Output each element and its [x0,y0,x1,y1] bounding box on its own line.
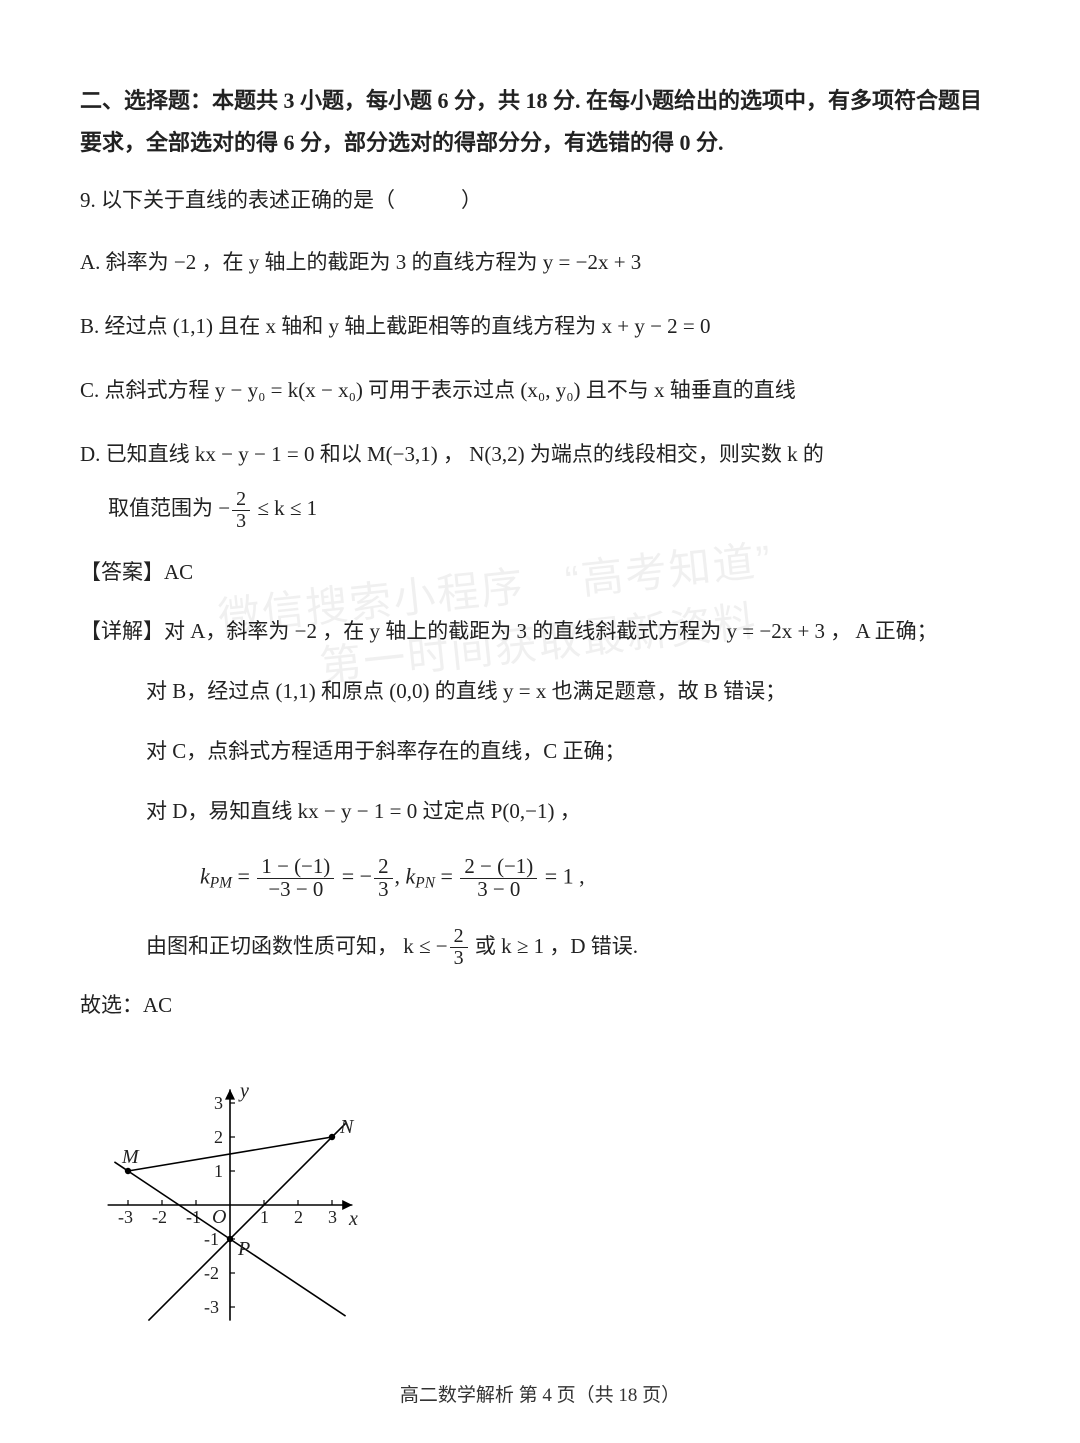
svg-text:-1: -1 [204,1229,219,1249]
answer-label: 【答案】 [80,560,164,584]
kpm-val-num: 2 [374,856,392,879]
kpm-num: 1 − (−1) [257,856,334,879]
option-d-frac-den: 3 [232,511,250,532]
svg-text:-2: -2 [204,1263,219,1283]
question-text-pre: 以下关于直线的表述正确的是（ [101,188,395,212]
svg-text:3: 3 [328,1207,337,1227]
svg-text:-3: -3 [118,1207,133,1227]
option-a: A. 斜率为 −2 ，在 y 轴上的截距为 3 的直线方程为 y = −2x +… [80,241,1000,283]
explain-b: 对 B，经过点 (1,1) 和原点 (0,0) 的直线 y = x 也满足题意，… [146,670,1000,712]
option-c: C. 点斜式方程 y − y₀ = k(x − x₀) 可用于表示过点 (x₀,… [80,369,1000,411]
svg-text:y: y [238,1080,249,1102]
chart-container: -3-2-1123-3-2-1123xyOMNP [80,1055,1000,1325]
d2-num: 2 [450,926,468,948]
svg-text:P: P [237,1238,250,1260]
explain-d2: 由图和正切函数性质可知， k ≤ −23 或 k ≥ 1 ，D 错误. [146,925,1000,970]
explain-d2-pre: 由图和正切函数性质可知， k ≤ − [146,934,448,958]
explain-label: 【详解】 [80,619,164,643]
svg-text:O: O [212,1206,226,1228]
explain-a: 【详解】对 A，斜率为 −2 ，在 y 轴上的截距为 3 的直线斜截式方程为 y… [80,610,1000,652]
d2-den: 3 [450,948,468,969]
kpm-val-den: 3 [374,879,392,901]
question-number: 9. [80,188,96,212]
svg-text:N: N [339,1116,355,1138]
svg-text:-3: -3 [204,1297,219,1317]
answer-value: AC [164,560,193,584]
kpn-sub: PN [415,874,435,891]
kpn-frac: 2 − (−1)3 − 0 [460,856,537,901]
svg-text:-1: -1 [186,1207,201,1227]
kpm-k: k [200,863,210,888]
kpn-val: 1 [563,863,574,888]
kpm-val-frac: 23 [374,856,392,901]
slope-chart: -3-2-1123-3-2-1123xyOMNP [80,1055,380,1325]
explain-d2-frac: 23 [450,926,468,969]
svg-text:3: 3 [214,1093,223,1113]
svg-text:M: M [121,1146,140,1168]
page-footer: 高二数学解析 第 4 页（共 18 页） [80,1379,1000,1413]
explain-d2-post: 或 k ≥ 1 ，D 错误. [470,934,638,958]
kpm-den: −3 − 0 [257,879,334,901]
kpn-num: 2 − (−1) [460,856,537,879]
option-d: D. 已知直线 kx − y − 1 = 0 和以 M(−3,1) ， N(3,… [80,433,1000,532]
option-d-frac-num: 2 [232,489,250,511]
kpm-frac: 1 − (−1)−3 − 0 [257,856,334,901]
exam-page: 微信搜索小程序 “高考知道” 第一时间获取最新资料 二、选择题：本题共 3 小题… [0,0,1080,1443]
slope-formula: kPM = 1 − (−1)−3 − 0 = −23, kPN = 2 − (−… [200,856,1000,901]
svg-text:1: 1 [260,1207,269,1227]
kpm-sub: PM [210,874,232,891]
kpn-den: 3 − 0 [460,879,537,901]
explain-d1: 对 D，易知直线 kx − y − 1 = 0 过定点 P(0,−1) ， [146,790,1000,832]
svg-text:x: x [348,1208,358,1230]
svg-text:1: 1 [214,1161,223,1181]
explain-c: 对 C，点斜式方程适用于斜率存在的直线，C 正确； [146,730,1000,772]
explain-block: 【详解】对 A，斜率为 −2 ，在 y 轴上的截距为 3 的直线斜截式方程为 y… [80,610,1000,970]
option-d-tail: 取值范围为 −23 ≤ k ≤ 1 [108,487,1000,532]
answer-block: 【答案】AC [80,554,1000,592]
conclusion: 故选：AC [80,987,1000,1025]
svg-text:-2: -2 [152,1207,167,1227]
explain-a-text: 对 A，斜率为 −2 ，在 y 轴上的截距为 3 的直线斜截式方程为 y = −… [164,619,938,643]
section-header: 二、选择题：本题共 3 小题，每小题 6 分，共 18 分. 在每小题给出的选项… [80,80,1000,164]
option-d-tail-post: ≤ k ≤ 1 [252,496,317,520]
option-d-tail-pre: 取值范围为 − [108,496,230,520]
option-d-main: D. 已知直线 kx − y − 1 = 0 和以 M(−3,1) ， N(3,… [80,442,824,466]
kpn-k: k [406,863,416,888]
option-d-frac: 23 [232,489,250,532]
question-text-post: ） [461,188,482,212]
svg-text:2: 2 [214,1127,223,1147]
svg-text:2: 2 [294,1207,303,1227]
question-stem: 9. 以下关于直线的表述正确的是（ ） [80,182,1000,220]
option-b: B. 经过点 (1,1) 且在 x 轴和 y 轴上截距相等的直线方程为 x + … [80,305,1000,347]
question-blank [395,182,461,220]
